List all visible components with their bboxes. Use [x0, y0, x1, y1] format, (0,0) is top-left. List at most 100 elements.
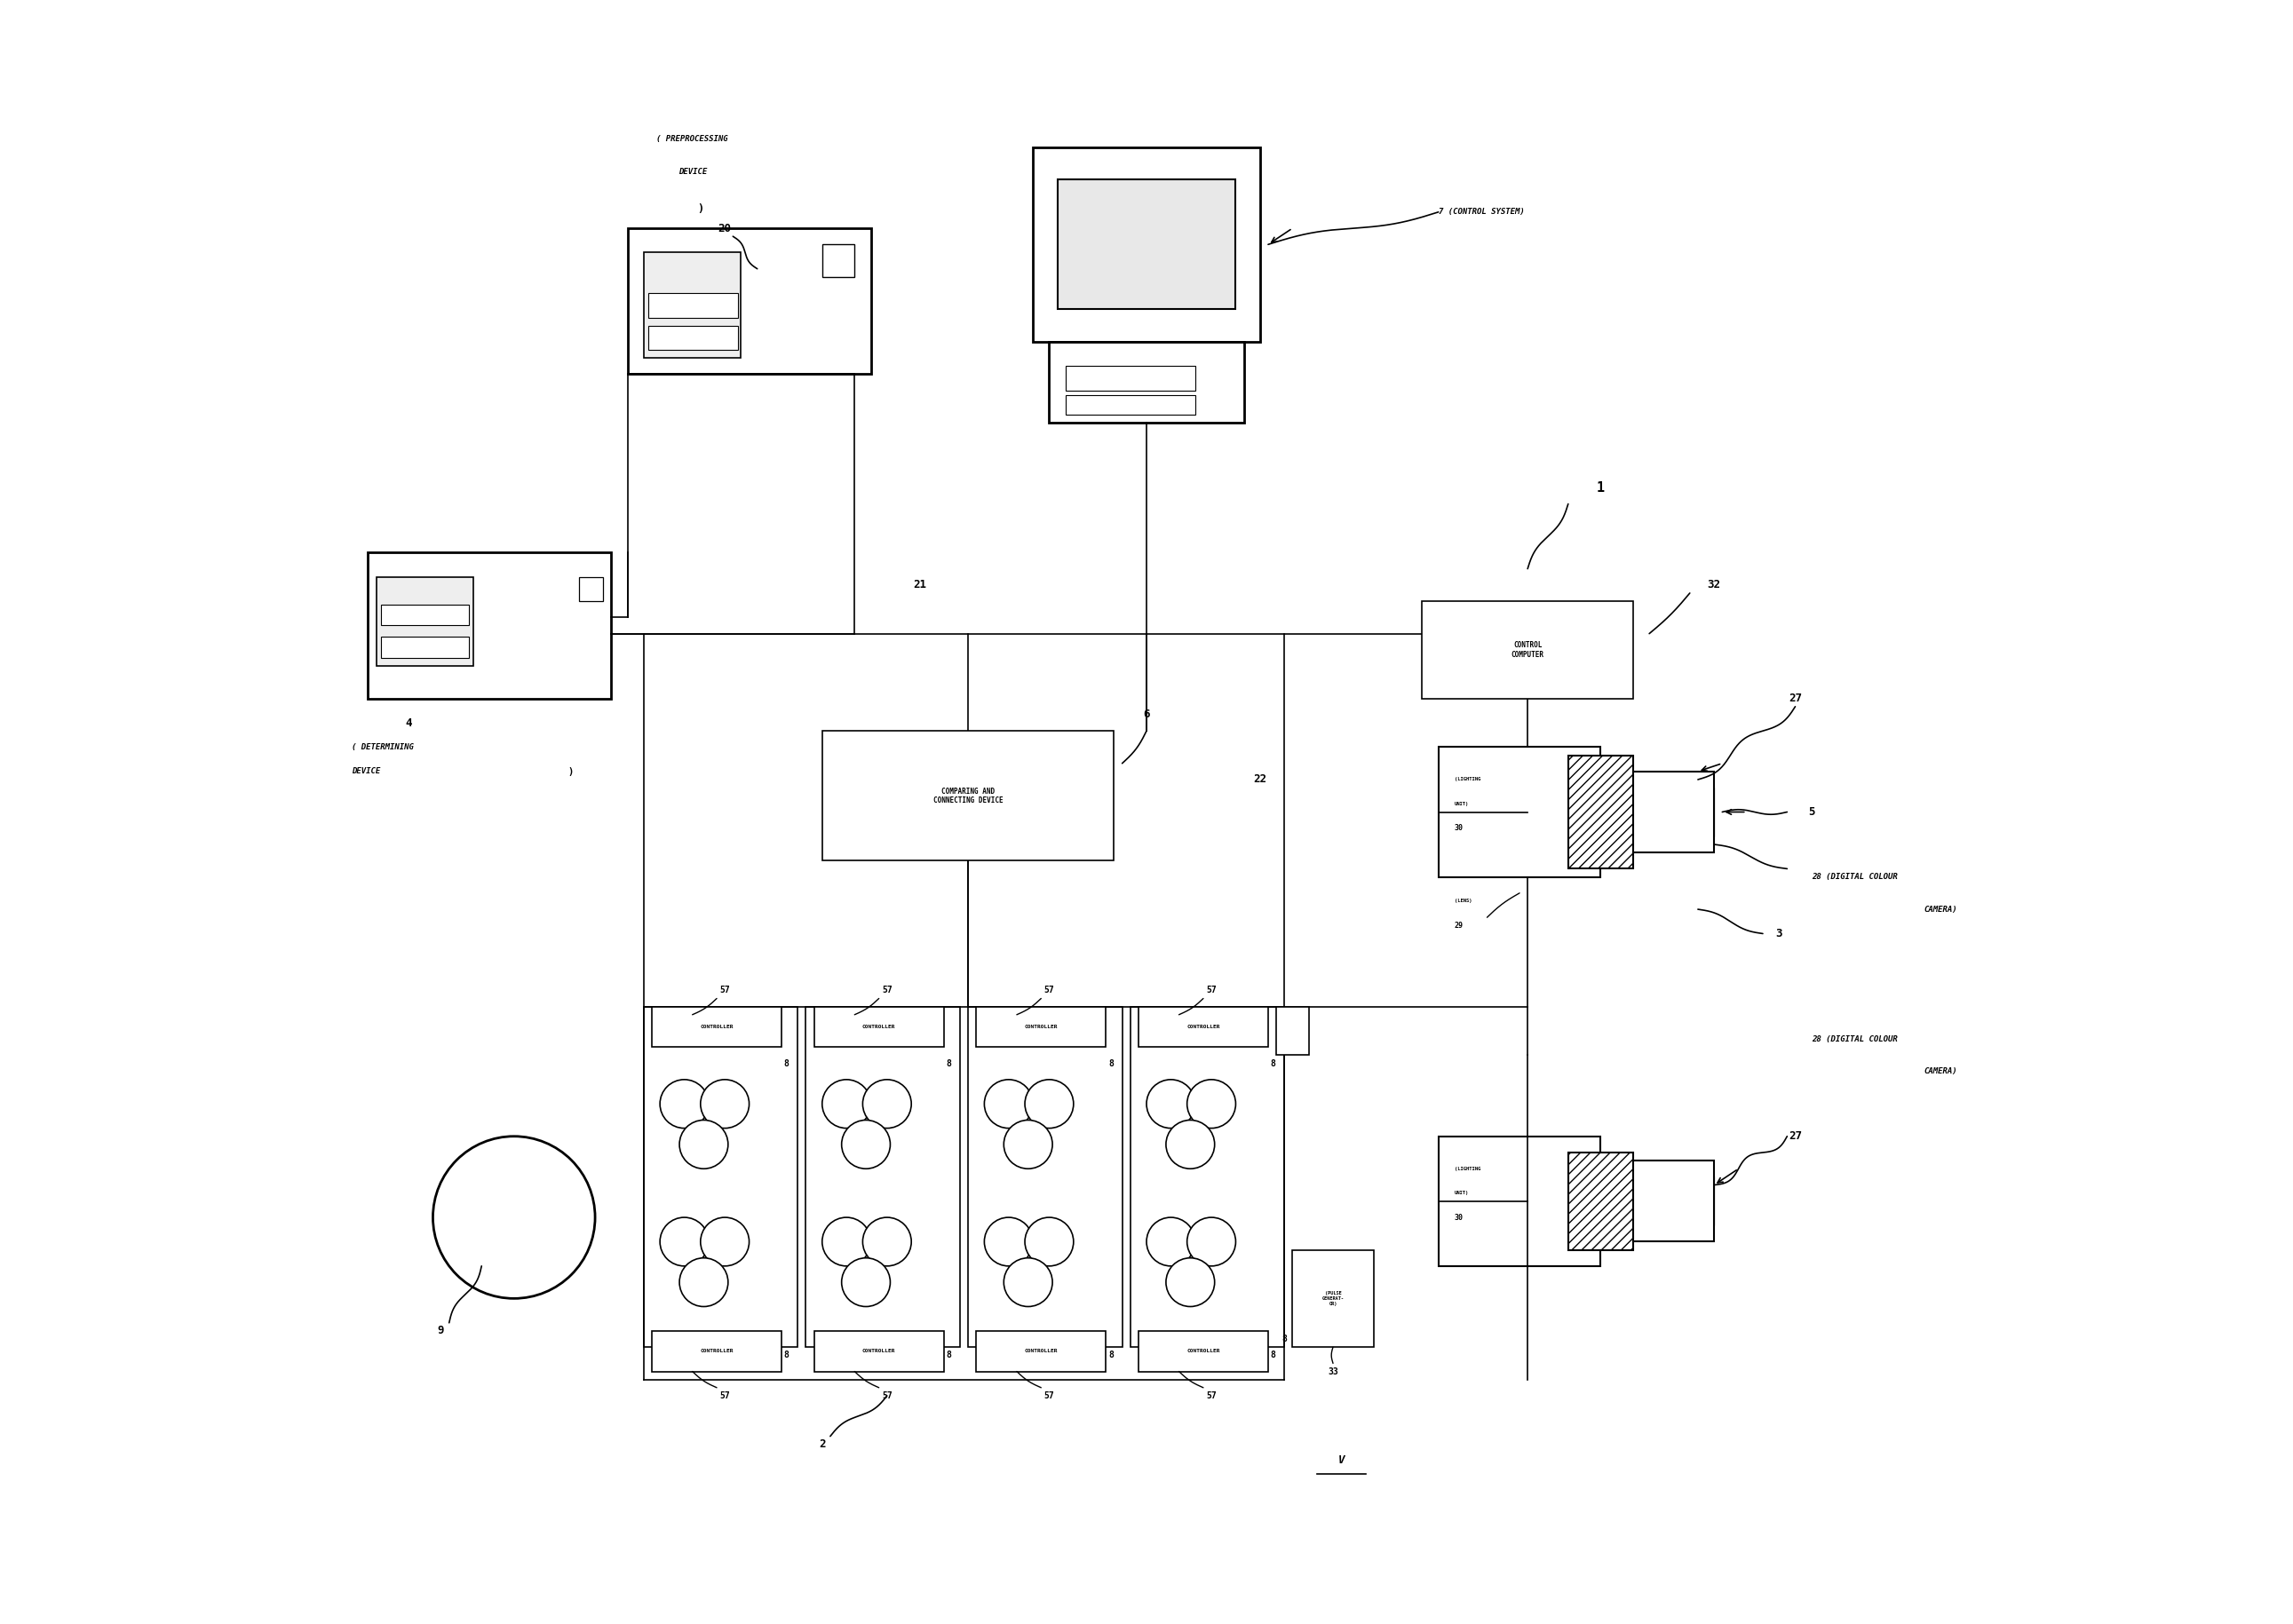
FancyBboxPatch shape	[1050, 341, 1243, 422]
Text: CONTROLLER: CONTROLLER	[1025, 1025, 1057, 1030]
Text: CONTROLLER: CONTROLLER	[862, 1025, 897, 1030]
FancyBboxPatch shape	[381, 604, 468, 625]
Text: 8: 8	[1282, 1335, 1286, 1343]
Text: 57: 57	[1043, 1392, 1055, 1400]
Text: CONTROLLER: CONTROLLER	[1185, 1350, 1220, 1353]
Text: CAMERA): CAMERA)	[1924, 1067, 1958, 1075]
Circle shape	[823, 1080, 871, 1129]
FancyBboxPatch shape	[823, 731, 1114, 861]
FancyBboxPatch shape	[644, 253, 741, 357]
Text: (LIGHTING: (LIGHTING	[1454, 778, 1481, 781]
Text: 1: 1	[1596, 481, 1605, 494]
Circle shape	[862, 1080, 910, 1129]
Circle shape	[823, 1218, 871, 1267]
Text: 8: 8	[1108, 1059, 1114, 1067]
Text: 8: 8	[784, 1059, 789, 1067]
Text: COMPARING AND
CONNECTING DEVICE: COMPARING AND CONNECTING DEVICE	[933, 788, 1002, 804]
Circle shape	[660, 1080, 709, 1129]
FancyBboxPatch shape	[649, 325, 738, 349]
Text: ( DETERMINING: ( DETERMINING	[351, 744, 413, 752]
Text: 57: 57	[1043, 986, 1055, 996]
Circle shape	[984, 1080, 1032, 1129]
FancyBboxPatch shape	[1130, 1007, 1284, 1346]
Text: CONTROL
COMPUTER: CONTROL COMPUTER	[1511, 641, 1543, 658]
FancyBboxPatch shape	[1293, 1250, 1374, 1346]
Circle shape	[679, 1259, 729, 1307]
FancyBboxPatch shape	[977, 1332, 1105, 1371]
FancyBboxPatch shape	[644, 1007, 798, 1346]
Text: 30: 30	[1454, 825, 1463, 831]
Text: CONTROLLER: CONTROLLER	[1025, 1350, 1057, 1353]
Circle shape	[1146, 1080, 1195, 1129]
Circle shape	[1165, 1121, 1215, 1169]
FancyBboxPatch shape	[814, 1007, 945, 1047]
FancyBboxPatch shape	[1057, 180, 1236, 309]
FancyBboxPatch shape	[977, 1007, 1105, 1047]
Text: 21: 21	[913, 580, 926, 591]
Bar	[1633, 771, 1715, 853]
Circle shape	[862, 1218, 910, 1267]
FancyBboxPatch shape	[1438, 1137, 1601, 1267]
Circle shape	[1025, 1218, 1073, 1267]
Circle shape	[1004, 1259, 1052, 1307]
Bar	[1633, 1161, 1715, 1242]
FancyBboxPatch shape	[1137, 1007, 1268, 1047]
Text: 20: 20	[718, 222, 731, 234]
Circle shape	[1025, 1080, 1073, 1129]
Circle shape	[842, 1121, 890, 1169]
Text: 8: 8	[1108, 1351, 1114, 1359]
Text: 27: 27	[1789, 1130, 1802, 1142]
FancyBboxPatch shape	[805, 1007, 961, 1346]
Circle shape	[1188, 1080, 1236, 1129]
Circle shape	[1165, 1259, 1215, 1307]
Text: 57: 57	[720, 986, 729, 996]
Text: 3: 3	[1775, 927, 1782, 939]
Text: 7 (CONTROL SYSTEM): 7 (CONTROL SYSTEM)	[1438, 208, 1525, 216]
FancyBboxPatch shape	[1032, 148, 1261, 341]
FancyBboxPatch shape	[1438, 747, 1601, 877]
FancyBboxPatch shape	[1277, 1007, 1309, 1056]
Circle shape	[984, 1218, 1032, 1267]
Text: V: V	[1337, 1455, 1344, 1466]
FancyBboxPatch shape	[968, 1007, 1121, 1346]
Text: 57: 57	[1206, 986, 1218, 996]
Text: (LIGHTING: (LIGHTING	[1454, 1166, 1481, 1171]
FancyBboxPatch shape	[651, 1332, 782, 1371]
Text: 8: 8	[947, 1059, 952, 1067]
FancyBboxPatch shape	[1137, 1332, 1268, 1371]
FancyBboxPatch shape	[814, 1332, 945, 1371]
Text: DEVICE: DEVICE	[679, 167, 706, 175]
FancyBboxPatch shape	[651, 1007, 782, 1047]
Text: DEVICE: DEVICE	[351, 768, 381, 775]
Text: 28 (DIGITAL COLOUR: 28 (DIGITAL COLOUR	[1811, 872, 1896, 880]
Text: 27: 27	[1789, 693, 1802, 705]
Bar	[1568, 1153, 1633, 1250]
Text: 30: 30	[1454, 1213, 1463, 1221]
Text: 5: 5	[1809, 806, 1814, 818]
Text: 32: 32	[1708, 580, 1720, 591]
Text: 8: 8	[1270, 1059, 1275, 1067]
Text: ( PREPROCESSING: ( PREPROCESSING	[656, 135, 729, 143]
Text: UNIT): UNIT)	[1454, 802, 1470, 806]
Text: CONTROLLER: CONTROLLER	[862, 1350, 897, 1353]
Text: 29: 29	[1454, 921, 1463, 929]
Text: (PULSE
GENERAT-
OR): (PULSE GENERAT- OR)	[1321, 1291, 1344, 1306]
Text: CONTROLLER: CONTROLLER	[699, 1025, 734, 1030]
FancyBboxPatch shape	[578, 577, 603, 601]
FancyBboxPatch shape	[1633, 1177, 1715, 1226]
Text: 57: 57	[883, 1392, 892, 1400]
Text: 57: 57	[883, 986, 892, 996]
Text: CAMERA): CAMERA)	[1924, 905, 1958, 913]
Text: CONTROLLER: CONTROLLER	[699, 1350, 734, 1353]
Text: 4: 4	[406, 718, 413, 729]
Text: UNIT): UNIT)	[1454, 1190, 1470, 1195]
FancyBboxPatch shape	[1066, 365, 1195, 390]
Text: ): )	[697, 203, 704, 214]
Circle shape	[1004, 1121, 1052, 1169]
Bar	[1568, 755, 1633, 869]
Circle shape	[699, 1218, 750, 1267]
Text: 57: 57	[720, 1392, 729, 1400]
Text: 8: 8	[947, 1351, 952, 1359]
Text: ): )	[569, 767, 573, 776]
FancyBboxPatch shape	[628, 229, 871, 374]
